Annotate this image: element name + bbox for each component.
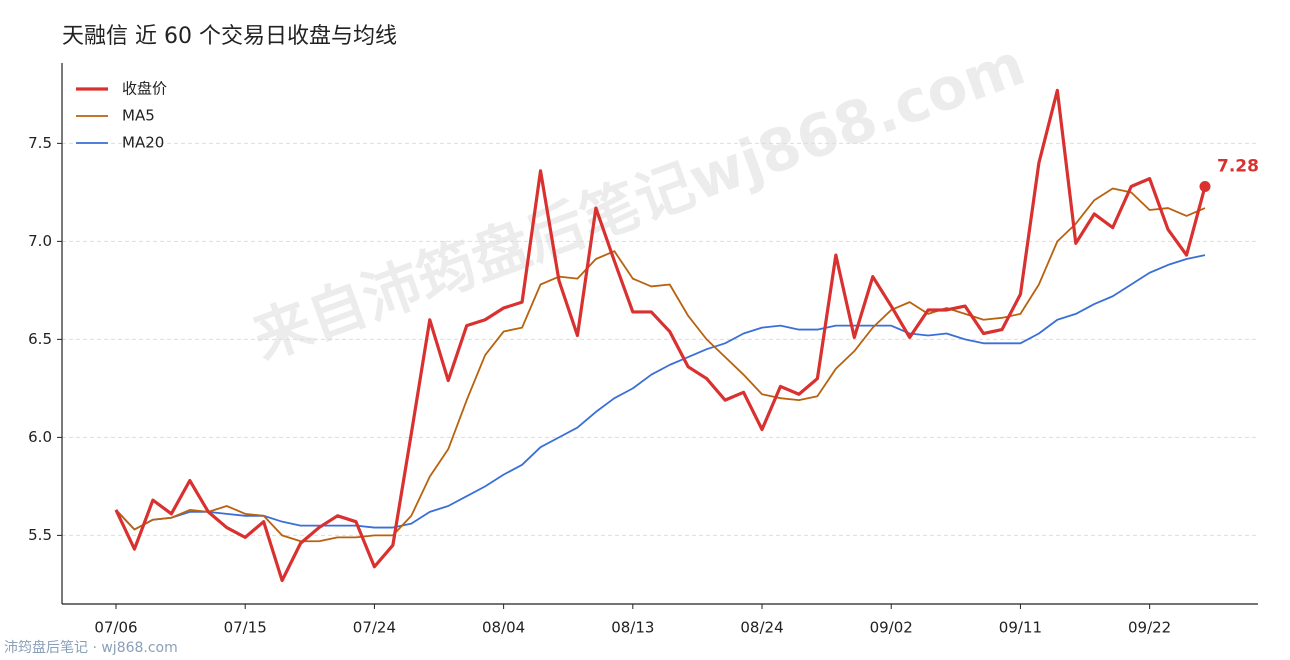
x-tick-label: 09/02 xyxy=(870,619,913,637)
series-line xyxy=(115,254,1206,531)
chart-title: 天融信 近 60 个交易日收盘与均线 xyxy=(62,24,397,49)
y-tick-label: 6.0 xyxy=(28,428,52,446)
series-line xyxy=(114,88,1207,583)
source: 沛筠盘后笔记 · wj868.com xyxy=(4,639,178,656)
last-value-label: 7.28 xyxy=(1217,156,1259,176)
x-tick-label: 07/06 xyxy=(94,619,137,637)
x-tick-label: 09/11 xyxy=(999,619,1042,637)
last-point xyxy=(1199,180,1211,192)
y-tick-label: 7.5 xyxy=(28,134,52,152)
x-tick-label: 08/24 xyxy=(740,619,783,637)
y-tick-label: 5.5 xyxy=(28,526,52,544)
legend-label: 收盘价 xyxy=(122,80,167,98)
legend-label: MA20 xyxy=(122,134,164,152)
x-tick-label: 09/22 xyxy=(1128,619,1171,637)
x-tick-label: 08/04 xyxy=(482,619,525,637)
watermark: 来自沛筠盘后笔记wj868.com xyxy=(244,30,1033,373)
x-tick-label: 07/24 xyxy=(353,619,396,637)
series-line xyxy=(115,187,1206,543)
x-tick-label: 08/13 xyxy=(611,619,654,637)
legend-label: MA5 xyxy=(122,107,155,125)
y-tick-label: 7.0 xyxy=(28,232,52,250)
x-tick-label: 07/15 xyxy=(224,619,267,637)
y-tick-label: 6.5 xyxy=(28,330,52,348)
